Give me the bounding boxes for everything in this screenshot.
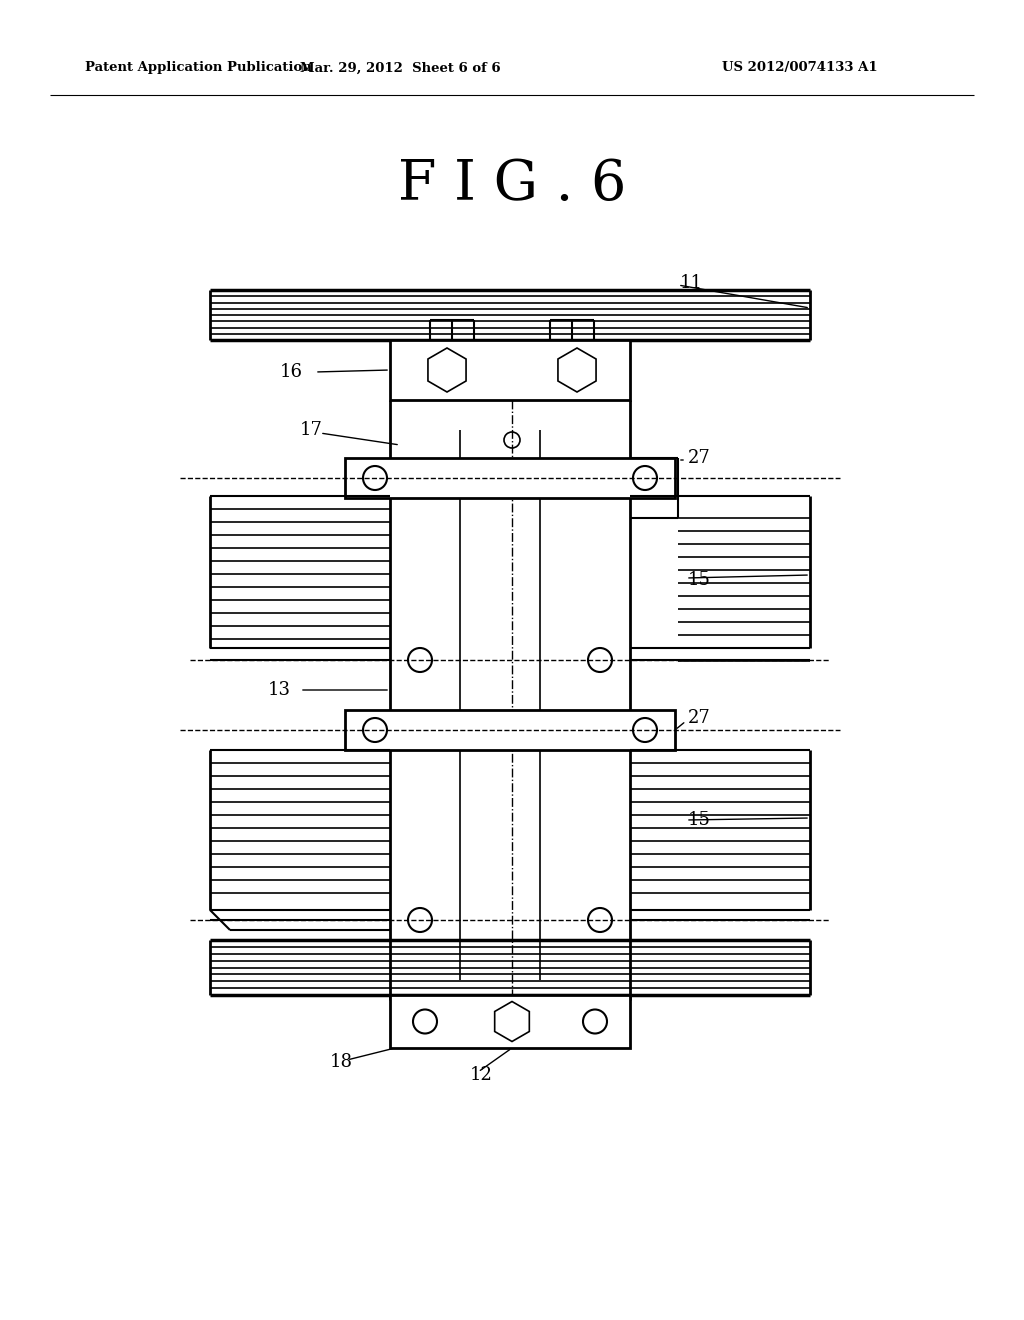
Text: 12: 12	[470, 1067, 493, 1084]
Polygon shape	[495, 1002, 529, 1041]
Text: 13: 13	[268, 681, 291, 700]
Bar	[390, 995, 630, 1048]
Text: F I G . 6: F I G . 6	[397, 157, 627, 213]
Text: 17: 17	[300, 421, 323, 440]
Text: 16: 16	[280, 363, 303, 381]
Bar	[345, 710, 675, 750]
Polygon shape	[558, 348, 596, 392]
Text: 27: 27	[688, 449, 711, 467]
Text: 27: 27	[688, 709, 711, 727]
Text: Patent Application Publication: Patent Application Publication	[85, 62, 311, 74]
Text: 11: 11	[680, 275, 703, 292]
Text: 18: 18	[330, 1053, 353, 1071]
Bar	[345, 458, 675, 498]
Text: US 2012/0074133 A1: US 2012/0074133 A1	[722, 62, 878, 74]
Polygon shape	[428, 348, 466, 392]
Bar	[390, 341, 630, 400]
Text: 15: 15	[688, 572, 711, 589]
Text: 15: 15	[688, 810, 711, 829]
Text: Mar. 29, 2012  Sheet 6 of 6: Mar. 29, 2012 Sheet 6 of 6	[300, 62, 501, 74]
